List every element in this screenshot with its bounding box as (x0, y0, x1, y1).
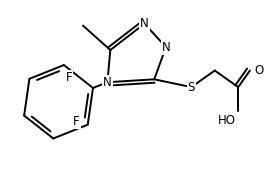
Text: N: N (140, 17, 149, 30)
Text: O: O (255, 64, 264, 77)
Text: N: N (162, 41, 170, 54)
Text: N: N (103, 76, 112, 89)
Text: HO: HO (218, 114, 236, 128)
Text: S: S (188, 81, 195, 94)
Text: F: F (66, 71, 72, 84)
Text: F: F (73, 115, 80, 128)
